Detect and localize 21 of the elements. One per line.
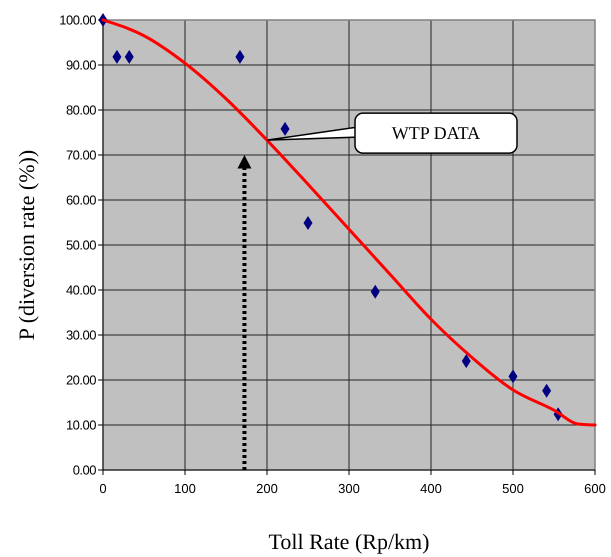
y-tick-label: 70.00 xyxy=(66,148,96,162)
y-tick-label: 100.00 xyxy=(59,12,96,28)
y-axis-title: P (diversion rate (%)) xyxy=(14,150,39,340)
x-tick-label: 200 xyxy=(256,481,278,496)
y-tick-label: 40.00 xyxy=(66,282,96,298)
y-tick-label: 0.00 xyxy=(72,462,96,478)
x-tick-label: 400 xyxy=(420,481,442,496)
x-tick-label: 600 xyxy=(584,481,606,496)
y-tick-label: 50.00 xyxy=(66,238,96,252)
y-tick-label: 80.00 xyxy=(66,102,96,118)
x-tick-label: 300 xyxy=(338,481,360,496)
x-tick-label: 0 xyxy=(99,481,107,496)
x-tick-label: 500 xyxy=(502,481,524,496)
x-tick-label: 100 xyxy=(174,481,196,496)
y-tick-label: 10.00 xyxy=(66,418,96,432)
annotation: WTP DATA xyxy=(392,123,480,144)
y-tick-label: 20.00 xyxy=(66,372,96,388)
y-tick-label: 90.00 xyxy=(66,58,96,72)
x-axis-title: Toll Rate (Rp/km) xyxy=(268,529,430,554)
y-tick-label: 60.00 xyxy=(66,192,96,208)
y-tick-label: 30.00 xyxy=(66,328,96,342)
